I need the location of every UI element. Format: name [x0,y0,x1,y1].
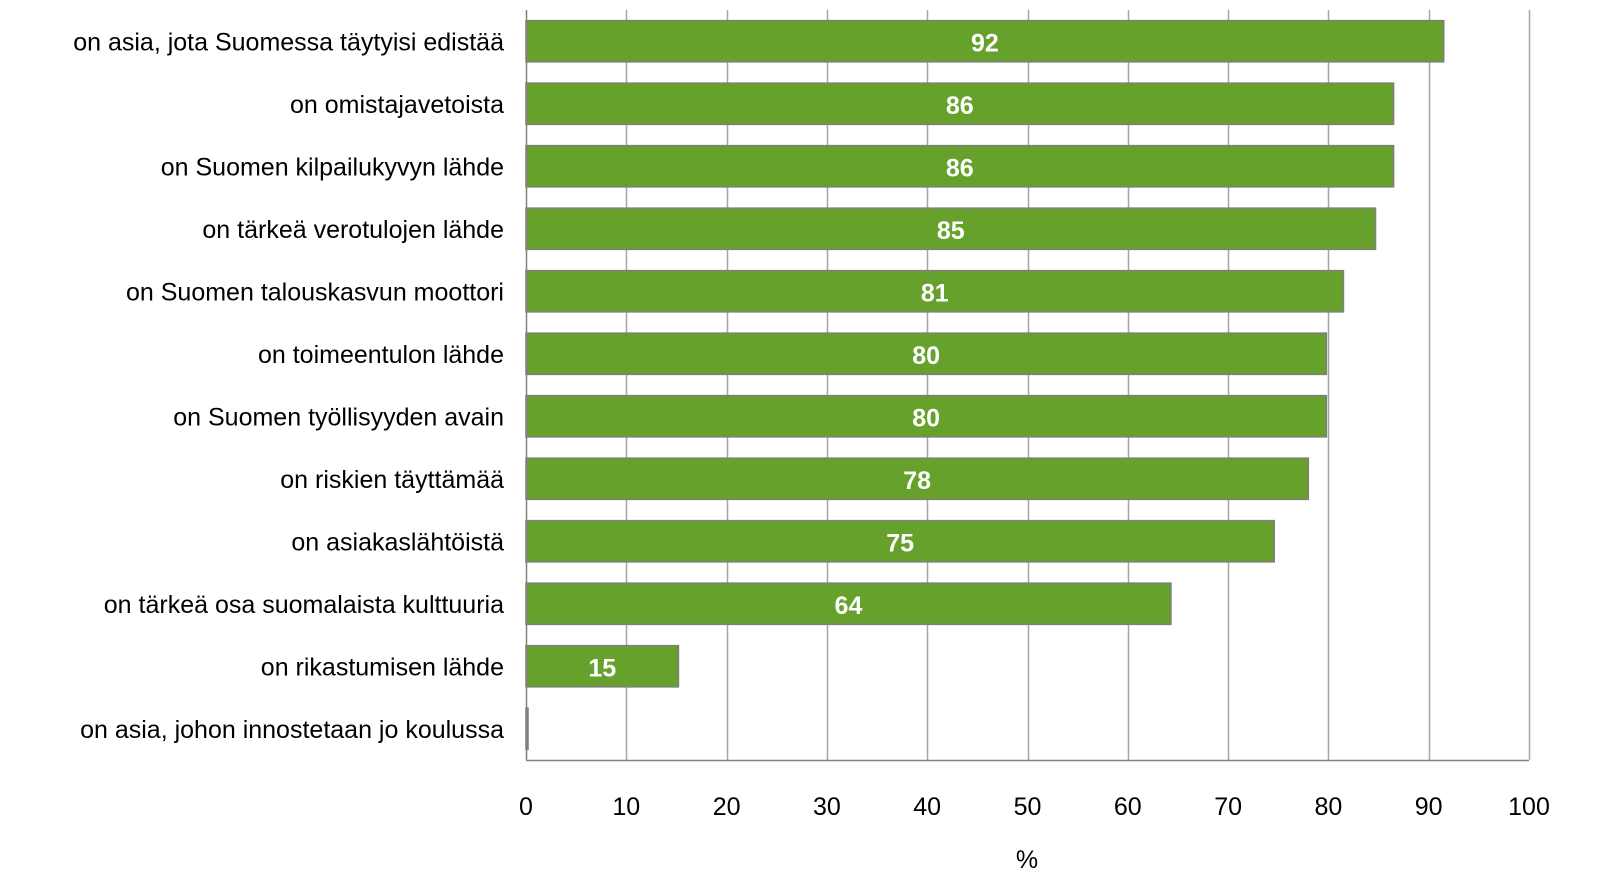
x-tick-label: 60 [1114,793,1142,821]
category-label: on Suomen talouskasvun moottori [126,278,504,306]
category-label: on rikastumisen lähde [261,653,504,681]
data-label: 80 [912,404,940,432]
data-label: 64 [835,592,863,620]
bar [525,582,1172,626]
category-label: on asia, jota Suomessa täytyisi edistää [73,28,504,56]
data-label: 75 [886,529,914,557]
data-label: 86 [946,92,974,120]
data-label: 92 [971,29,999,57]
x-tick-label: 90 [1415,793,1443,821]
x-tick-label: 10 [612,793,640,821]
category-label: on omistajavetoista [290,91,504,119]
category-label: on tärkeä verotulojen lähde [202,216,504,244]
x-axis-title: % [1016,846,1038,874]
data-label: 85 [937,217,965,245]
bar [525,19,1445,63]
labels: 0 10 20 30 40 50 60 70 80 90 100 on asia, jota Suom… [73,28,1550,821]
category-label: on Suomen kilpailukyvyn lähde [161,153,504,181]
data-label: 15 [588,654,616,682]
x-tick-label: 100 [1508,793,1550,821]
category-label: on toimeentulon lähde [258,341,504,369]
category-label: on asia, johon innostetaan jo koulussa [80,716,504,744]
data-label: 80 [912,342,940,370]
x-tick-label: 70 [1214,793,1242,821]
bar [525,519,1275,563]
data-label: 86 [946,154,974,182]
axes [525,10,1529,762]
x-tick-label: 50 [1014,793,1042,821]
category-label: on riskien täyttämää [280,466,504,494]
category-label: on Suomen työllisyyden avain [173,403,504,431]
bar [525,394,1328,438]
category-label: on asiakaslähtöistä [291,528,504,556]
data-label: 78 [903,467,931,495]
bar [525,457,1310,501]
x-tick-label: 40 [913,793,941,821]
grid-lines [625,10,1531,760]
x-tick-label: 0 [519,793,533,821]
bar [525,644,680,688]
x-tick-label: 80 [1314,793,1342,821]
bars [525,19,1445,751]
category-label: on tärkeä osa suomalaista kulttuuria [104,591,504,619]
x-tick-label: 30 [813,793,841,821]
x-tick-label: 20 [713,793,741,821]
data-label: 81 [921,279,949,307]
